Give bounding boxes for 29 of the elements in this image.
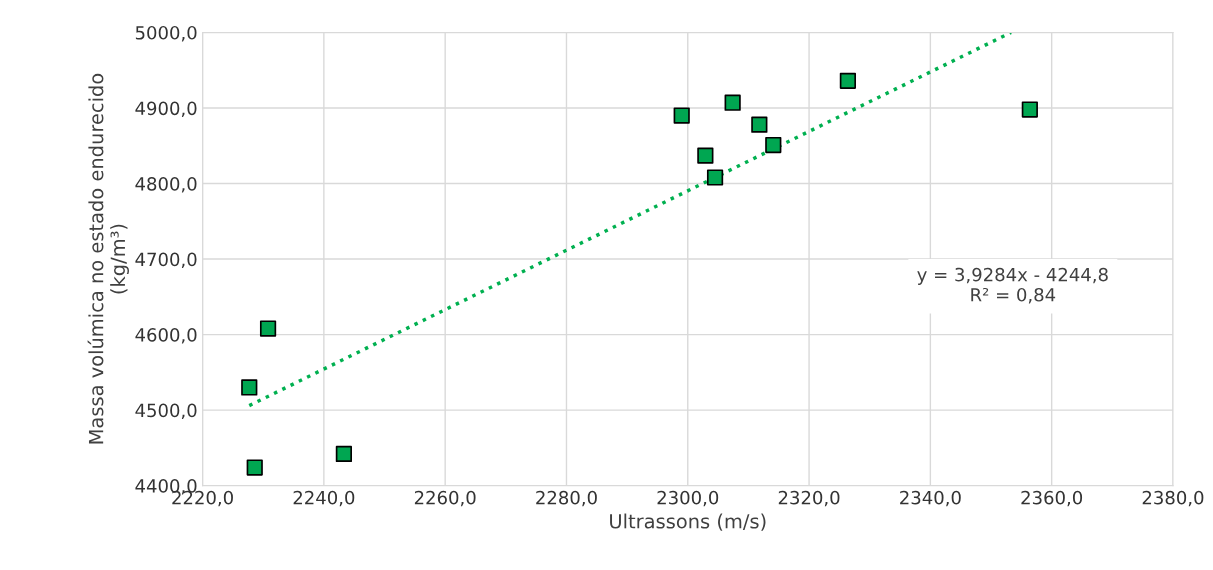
point xyxy=(697,147,714,164)
x-tick-label: 2240,0 xyxy=(293,490,355,507)
annotation: y = 3,9284x - 4244,8 R² = 0,84 xyxy=(917,267,1108,304)
x-tick-label: 2320,0 xyxy=(778,490,840,507)
y-tick-label: 4600,0 xyxy=(135,328,197,344)
y-tick-label: 4900,0 xyxy=(135,101,197,117)
point xyxy=(839,72,857,89)
point xyxy=(673,107,690,124)
x-tick-label: 2260,0 xyxy=(414,490,476,507)
point xyxy=(724,94,741,111)
point xyxy=(246,459,263,476)
point xyxy=(335,445,353,463)
x-tick-label: 2360,0 xyxy=(1021,490,1083,507)
y-tick-label: 5000,0 xyxy=(135,25,197,42)
y-axis-title: Massa volúmica no estado endurecido (kg/m³) xyxy=(87,73,129,444)
point xyxy=(259,320,277,337)
point xyxy=(765,136,782,154)
x-tick-label: 2340,0 xyxy=(900,490,961,507)
y-tick-label: 4700,0 xyxy=(135,252,197,269)
y-tick-label: 4800,0 xyxy=(135,177,197,193)
point xyxy=(1021,101,1038,118)
x-tick-label: 2300,0 xyxy=(657,490,719,507)
point xyxy=(751,116,768,133)
x-tick-label: 2380,0 xyxy=(1142,490,1204,507)
x-tick-label: 2280,0 xyxy=(536,490,597,507)
point xyxy=(241,379,258,396)
x-axis-title: Ultrassons (m/s) xyxy=(610,513,766,531)
point xyxy=(706,169,724,186)
y-tick-label: 4500,0 xyxy=(135,403,197,420)
